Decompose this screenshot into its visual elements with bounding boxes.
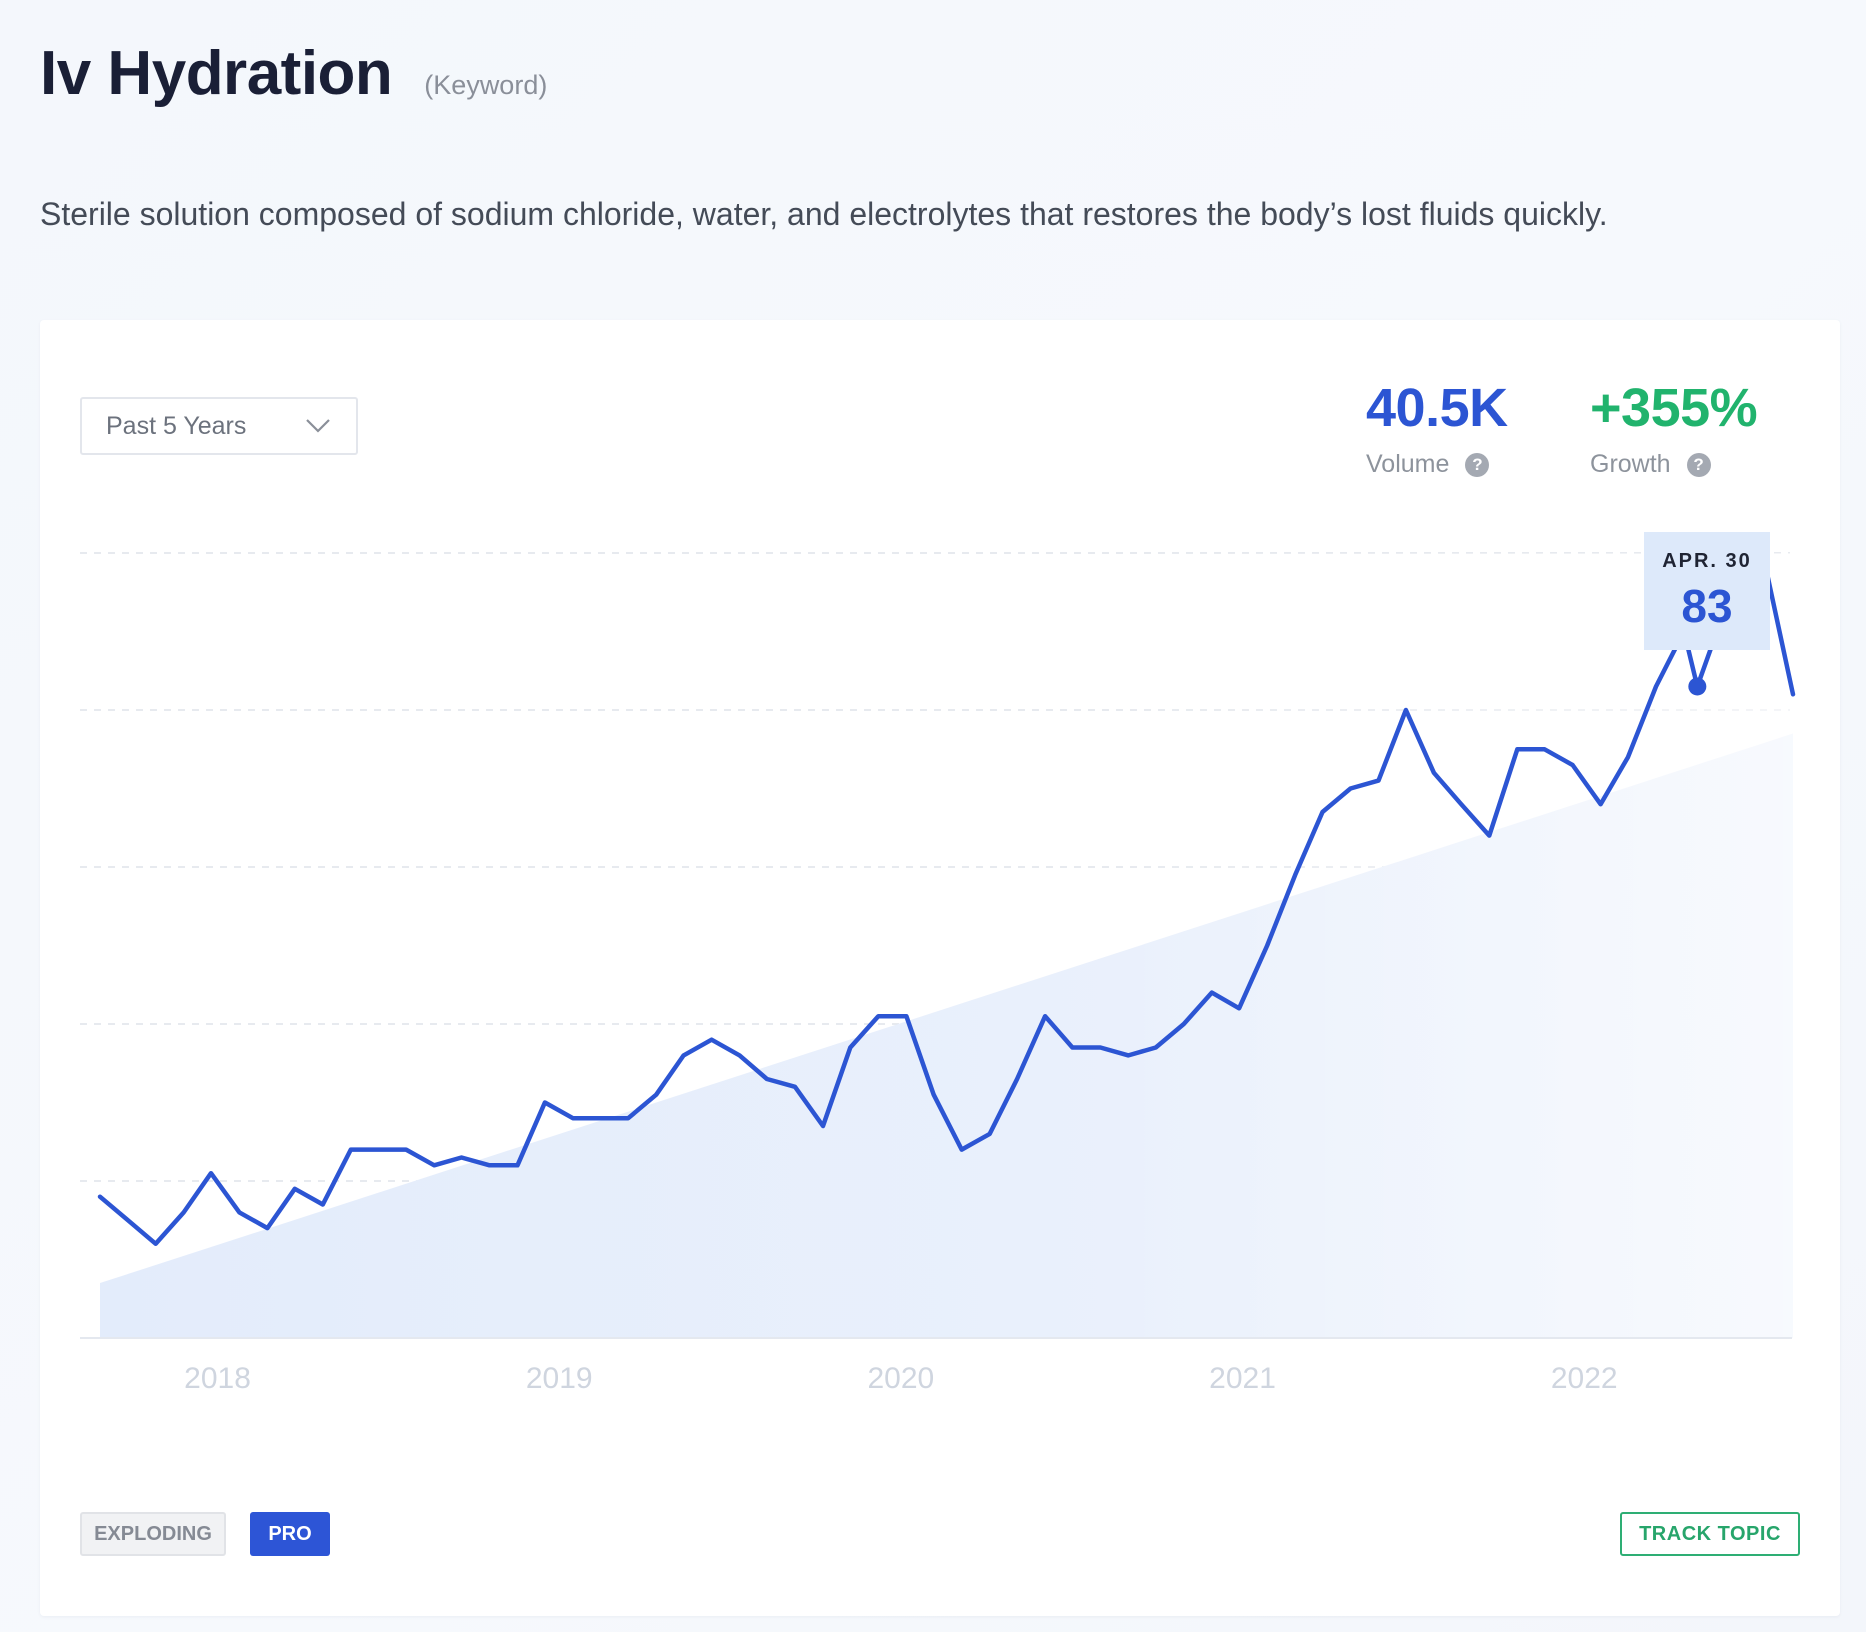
growth-label-row: Growth ? xyxy=(1590,450,1757,479)
pro-badge: PRO xyxy=(250,1512,330,1556)
chevron-down-icon xyxy=(306,419,330,433)
question-circle-icon[interactable]: ? xyxy=(1686,452,1711,477)
question-circle-icon[interactable]: ? xyxy=(1465,452,1490,477)
x-tick-label: 2021 xyxy=(1209,1362,1276,1395)
x-tick-label: 2022 xyxy=(1551,1362,1618,1395)
x-tick-label: 2019 xyxy=(526,1362,593,1395)
highlight-point[interactable] xyxy=(1688,677,1707,696)
keyword-type-label: (Keyword) xyxy=(424,70,548,100)
page-title: Iv Hydration xyxy=(40,39,393,108)
series-line xyxy=(97,566,1796,1247)
chart-tooltip: APR. 30 83 xyxy=(1644,532,1770,650)
x-tick-label: 2018 xyxy=(184,1362,251,1395)
time-range-dropdown[interactable]: Past 5 Years xyxy=(80,397,358,455)
title-row: Iv Hydration (Keyword) xyxy=(40,38,547,109)
volume-label: Volume xyxy=(1366,450,1450,478)
volume-metric: 40.5K Volume ? xyxy=(1366,378,1508,479)
volume-value: 40.5K xyxy=(1366,378,1508,438)
exploding-badge: EXPLODING xyxy=(80,1512,226,1556)
x-tick-label: 2020 xyxy=(868,1362,935,1395)
volume-label-row: Volume ? xyxy=(1366,450,1508,479)
trend-fade xyxy=(1100,553,1793,1338)
growth-label: Growth xyxy=(1590,450,1671,478)
tooltip-date: APR. 30 xyxy=(1662,550,1752,572)
growth-value: +355% xyxy=(1590,378,1758,438)
time-range-label: Past 5 Years xyxy=(106,411,247,440)
tooltip-value: 83 xyxy=(1681,580,1733,632)
topic-description: Sterile solution composed of sodium chlo… xyxy=(40,196,1608,232)
growth-metric: +355% Growth ? xyxy=(1590,378,1758,479)
track-topic-button[interactable]: TRACK TOPIC xyxy=(1620,1512,1800,1556)
